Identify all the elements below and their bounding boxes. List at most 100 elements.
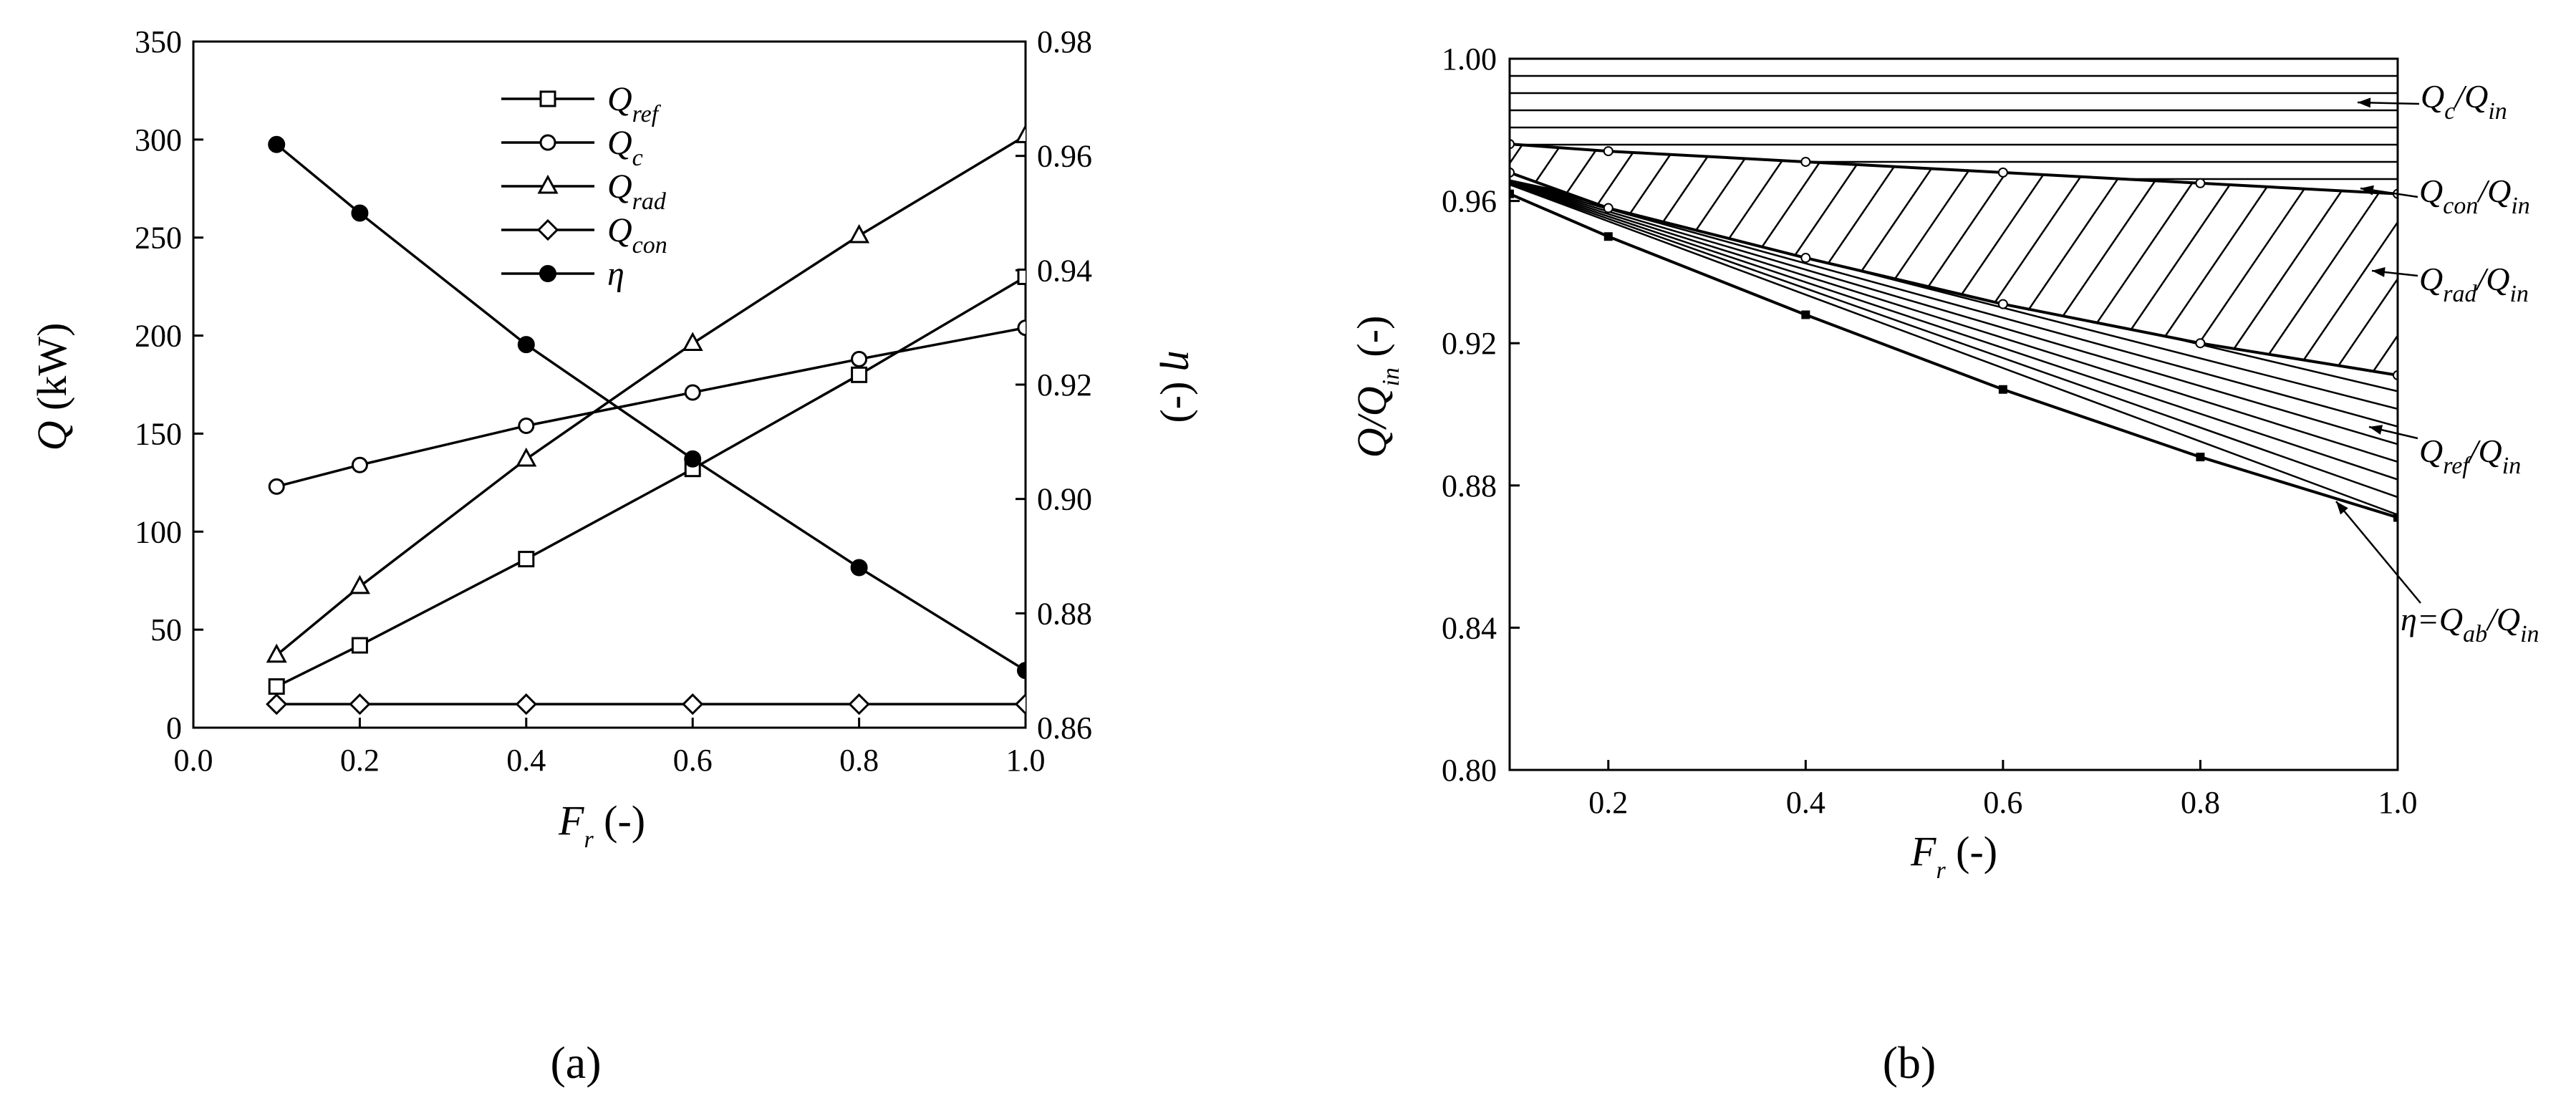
- hatch-line: [1510, 173, 2398, 483]
- chart-b-data-point: [1603, 232, 1613, 241]
- chart-a-series-line: [276, 143, 1026, 672]
- hatch-line: [2545, 0, 2576, 913]
- hatch-line: [1770, 144, 2398, 375]
- chart-b-boundaries: [1510, 139, 2398, 522]
- annotation-main: Q: [2421, 78, 2444, 115]
- annotation-label: η=Qab/Qin: [2401, 601, 2539, 647]
- hatch-line: [1510, 144, 2144, 375]
- legend-label-main: Q: [607, 80, 632, 118]
- hatch-line: [1510, 173, 2398, 394]
- chart-b-y-tick-label: 0.84: [1442, 610, 1497, 645]
- annotation-sub: in: [2502, 453, 2521, 479]
- annotation-label: Qrad/Qin: [2419, 261, 2529, 307]
- chart-a-data-point: [518, 551, 535, 568]
- chart-a-data-point: [268, 135, 286, 153]
- hatch-line: [1510, 173, 2398, 501]
- chart-a-y-tick-label: 200: [135, 319, 182, 354]
- chart-b-data-point: [1998, 385, 2007, 394]
- chart-a-ticks: 0.0 0.2 0.4 0.6 0.8 1.0 0 50 100 150 200 250 300 350 0…: [135, 24, 1092, 778]
- chart-a-data-point: [518, 417, 535, 434]
- chart-b-x-tick-label: 0.2: [1588, 785, 1628, 820]
- chart-a-y-tick-label: 50: [150, 612, 182, 647]
- chart-a-data-point: [851, 366, 868, 383]
- chart-a-y2-title: η (-): [1159, 350, 1206, 423]
- legend-label-main: Q: [607, 168, 632, 206]
- chart-a-data-point: [351, 204, 369, 222]
- chart-a-data-point: [682, 693, 704, 716]
- chart-a-x-tick-label: 0.0: [174, 743, 213, 778]
- chart-b-plot-frame: [1508, 57, 2399, 771]
- chart-b-data-point: [1603, 203, 1613, 213]
- chart-a-data-point: [351, 456, 368, 473]
- annotation-label: Qref/Qin: [2419, 433, 2521, 479]
- chart-a: 0.0 0.2 0.4 0.6 0.8 1.0 0 50 100 150 200 250 300 350 0…: [29, 24, 1206, 1088]
- legend-label-sub: c: [632, 145, 643, 171]
- hatch-line: [1510, 144, 1525, 375]
- chart-a-y2-tick-label: 0.86: [1037, 710, 1092, 746]
- chart-a-y-tick-label: 350: [135, 24, 182, 59]
- chart-a-y2-tick-label: 0.98: [1037, 24, 1092, 59]
- chart-a-data-point: [266, 643, 287, 663]
- chart-a-data-point: [1015, 124, 1026, 143]
- hatch-line: [1538, 144, 2222, 375]
- chart-a-y-tick-label: 150: [135, 416, 182, 451]
- chart-a-y-tick-label: 100: [135, 514, 182, 549]
- chart-a-y2-tick-label: 0.96: [1037, 139, 1092, 174]
- chart-a-y-tick-label: 0: [166, 710, 182, 746]
- chart-b: 0.2 0.4 0.6 0.8 1.00.800.840.880.920.961.00 …: [1349, 0, 2576, 1088]
- chart-b-data-point: [1997, 299, 2008, 309]
- hatch-line: [1510, 173, 2398, 430]
- chart-b-data-point: [2195, 178, 2206, 188]
- annotation-arrow-head: [2336, 501, 2348, 515]
- chart-a-data-point: [850, 559, 868, 577]
- chart-a-y2-tick-label: 0.94: [1037, 253, 1092, 288]
- hatch-line: [1577, 144, 2260, 375]
- panel-b-label: (b): [1883, 1037, 1936, 1088]
- annotation-label: Qc/Qin: [2421, 78, 2507, 125]
- legend-label-sub: ref: [632, 101, 662, 127]
- annotation-arrow-head: [2360, 185, 2374, 196]
- annotation-sub: con: [2443, 193, 2478, 219]
- chart-a-y2-tick-label: 0.92: [1037, 367, 1092, 403]
- chart-b-data-point: [2393, 513, 2398, 522]
- annotation-sep: /Q: [2467, 433, 2502, 469]
- chart-a-data-point: [351, 637, 368, 654]
- hatch-line: [1693, 144, 2376, 375]
- hatch-line: [1510, 144, 1680, 375]
- chart-b-boundary-line: [1510, 170, 2398, 377]
- chart-a-y-title: Q (kW): [29, 323, 75, 451]
- legend-marker: [539, 134, 556, 151]
- legend-entry: η: [607, 255, 624, 293]
- chart-b-data-point: [2195, 338, 2206, 349]
- hatch-line: [1510, 173, 2398, 448]
- hatch-line: [2234, 144, 2398, 375]
- annotation-sep: /Q: [2485, 601, 2520, 637]
- annotation-main: Q: [2419, 433, 2443, 469]
- chart-a-data-point: [268, 678, 285, 695]
- legend-marker: [539, 90, 556, 107]
- hatch-line: [1510, 173, 2398, 466]
- legend-marker: [536, 218, 559, 241]
- annotation-main: Q: [2419, 173, 2443, 209]
- chart-a-data-point: [516, 447, 537, 467]
- annotation-sub: ab: [2463, 621, 2487, 647]
- annotation-sub: c: [2444, 98, 2455, 125]
- hatch-line: [1809, 144, 2398, 375]
- legend-entry: Qrad: [607, 168, 667, 215]
- chart-a-x-title: Fr (-): [558, 797, 645, 853]
- chart-b-x-tick-label: 0.8: [2181, 785, 2220, 820]
- chart-b-boundary-line: [1510, 143, 2398, 196]
- hatch-line: [1654, 144, 2338, 375]
- legend-entry: Qref: [607, 80, 662, 127]
- chart-a-data-point: [1017, 319, 1026, 337]
- hatch-line: [1510, 173, 2398, 518]
- chart-b-boundary-line: [1510, 192, 2398, 519]
- chart-b-hatch-fills: [1510, 0, 2576, 913]
- chart-a-x-tick-label: 1.0: [1006, 743, 1046, 778]
- chart-b-x-tick-label: 0.6: [1983, 785, 2022, 820]
- annotation-sub: in: [2488, 98, 2507, 125]
- legend-entry: Qc: [607, 124, 643, 171]
- annotation-sep: /Q: [2474, 261, 2509, 297]
